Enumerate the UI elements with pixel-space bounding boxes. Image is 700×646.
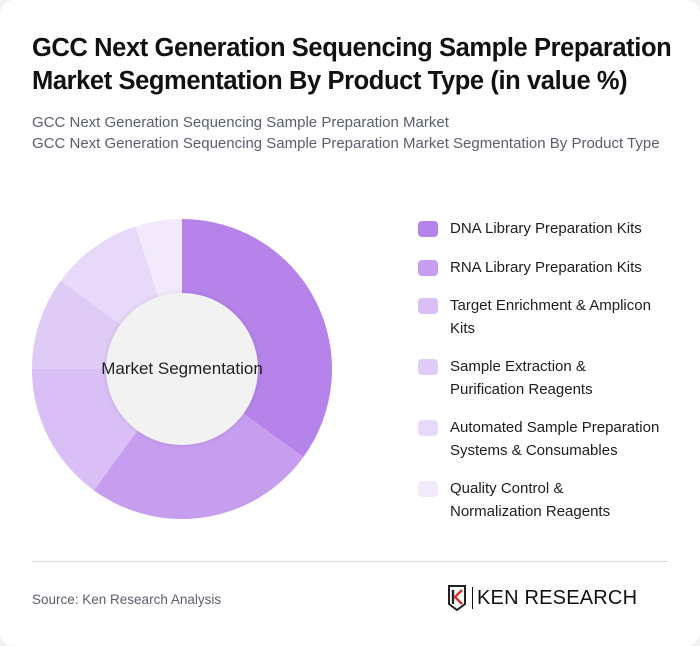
footer-divider: [32, 561, 668, 562]
legend-swatch: [418, 259, 438, 276]
ken-research-shield-icon: [448, 585, 466, 611]
logo-text: KEN RESEARCH: [477, 586, 638, 609]
legend-label: Target Enrichment & Amplicon Kits: [450, 297, 651, 337]
legend-swatch: [418, 420, 438, 436]
donut-center: [106, 293, 258, 445]
donut-slice[interactable]: [182, 219, 332, 458]
legend-label: Sample Extraction & Purification Reagent…: [450, 358, 593, 398]
legend-swatch: [418, 481, 438, 497]
legend-swatch: [418, 221, 438, 237]
chart-legend: DNA Library Preparation Kits RNA Library…: [418, 218, 678, 539]
legend-item-sample-extraction[interactable]: Sample Extraction & Purification Reagent…: [418, 356, 678, 401]
legend-item-quality-control[interactable]: Quality Control & Normalization Reagents: [418, 478, 678, 523]
logo-separator: [472, 587, 473, 609]
donut-slice[interactable]: [93, 369, 304, 519]
legend-swatch: [418, 298, 438, 314]
legend-label: Automated Sample Preparation Systems & C…: [450, 419, 660, 459]
source-note: Source: Ken Research Analysis: [32, 592, 222, 607]
chart-title: GCC Next Generation Sequencing Sample Pr…: [32, 34, 672, 95]
legend-item-target-enrichment[interactable]: Target Enrichment & Amplicon Kits: [418, 295, 678, 340]
legend-label: RNA Library Preparation Kits: [450, 258, 642, 276]
legend-swatch: [418, 359, 438, 375]
legend-item-automated-systems[interactable]: Automated Sample Preparation Systems & C…: [418, 417, 678, 462]
legend-item-dna[interactable]: DNA Library Preparation Kits: [418, 218, 678, 241]
legend-label: DNA Library Preparation Kits: [450, 220, 642, 237]
subtitle-market: GCC Next Generation Sequencing Sample Pr…: [32, 114, 449, 131]
donut-svg: [32, 219, 332, 519]
ken-research-logo: KEN RESEARCH: [447, 585, 637, 611]
donut-chart: Market Segmentation: [32, 219, 332, 519]
legend-label: Quality Control & Normalization Reagents: [450, 480, 611, 520]
legend-item-rna[interactable]: RNA Library Preparation Kits: [418, 257, 678, 280]
subtitle-segmentation: GCC Next Generation Sequencing Sample Pr…: [32, 135, 660, 152]
